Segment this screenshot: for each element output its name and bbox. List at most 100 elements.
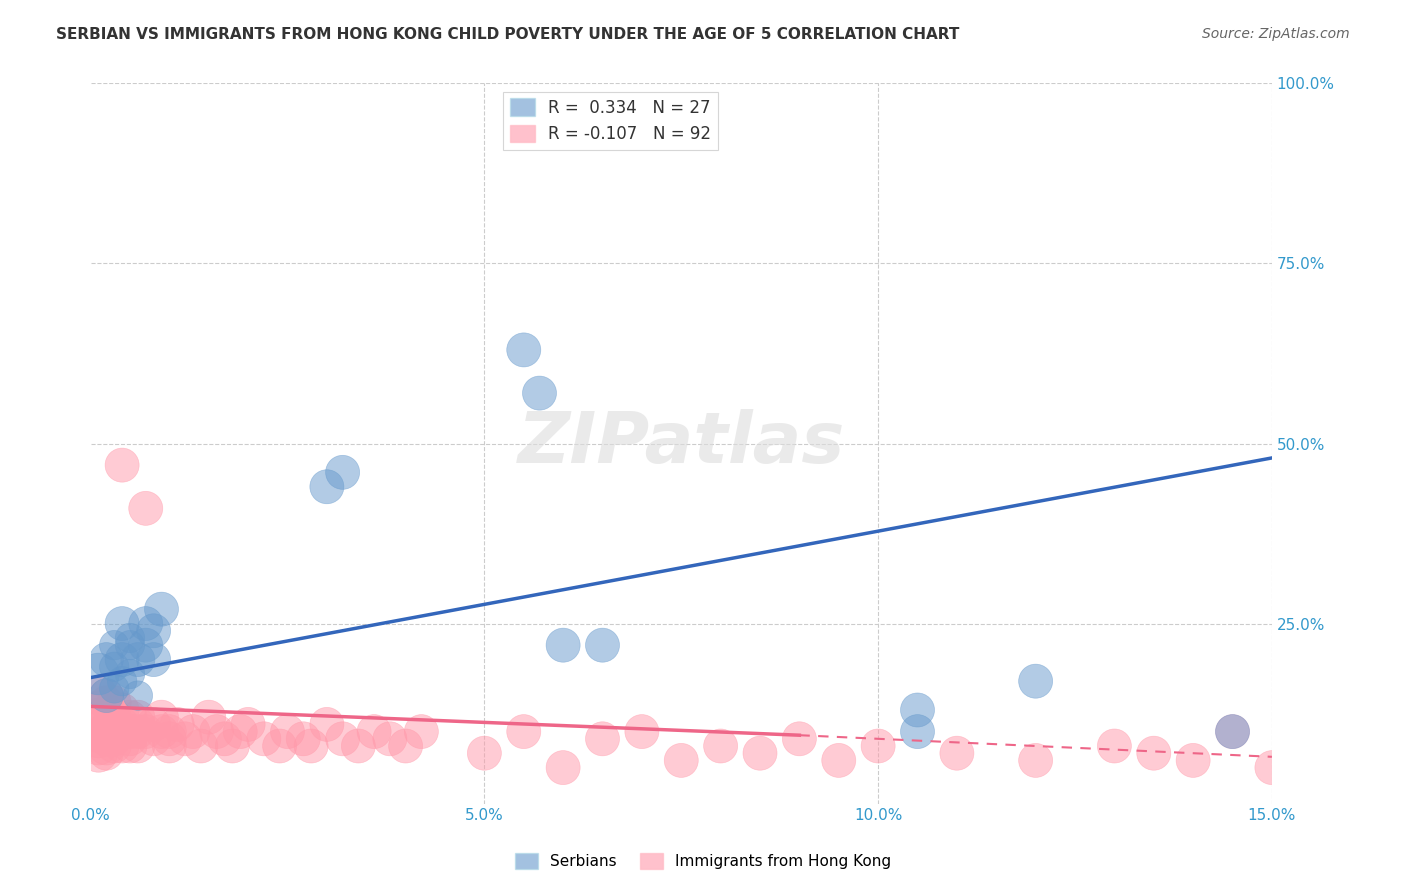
Point — [671, 753, 693, 767]
Point — [157, 724, 180, 739]
Point — [828, 753, 851, 767]
Point — [157, 731, 180, 746]
Point — [87, 731, 110, 746]
Point — [118, 731, 141, 746]
Point — [221, 739, 243, 753]
Point — [276, 724, 298, 739]
Point — [513, 343, 536, 357]
Point — [96, 739, 118, 753]
Point — [1182, 753, 1205, 767]
Point — [127, 689, 149, 703]
Point — [118, 631, 141, 645]
Point — [789, 731, 811, 746]
Point — [111, 703, 134, 717]
Point — [1104, 739, 1126, 753]
Point — [553, 761, 575, 775]
Point — [1025, 753, 1047, 767]
Point — [292, 731, 315, 746]
Point — [103, 724, 125, 739]
Point — [142, 731, 165, 746]
Text: Source: ZipAtlas.com: Source: ZipAtlas.com — [1202, 27, 1350, 41]
Point — [135, 616, 157, 631]
Point — [157, 739, 180, 753]
Point — [150, 724, 173, 739]
Point — [142, 624, 165, 638]
Point — [96, 710, 118, 724]
Point — [332, 466, 354, 480]
Point — [111, 616, 134, 631]
Point — [205, 724, 228, 739]
Point — [111, 724, 134, 739]
Point — [87, 703, 110, 717]
Point — [1222, 724, 1244, 739]
Point — [87, 724, 110, 739]
Point — [103, 681, 125, 696]
Point — [103, 739, 125, 753]
Point — [87, 667, 110, 681]
Point — [118, 710, 141, 724]
Point — [111, 458, 134, 472]
Point — [214, 731, 236, 746]
Point — [166, 717, 188, 731]
Point — [103, 710, 125, 724]
Point — [103, 660, 125, 674]
Point — [142, 652, 165, 666]
Point — [150, 710, 173, 724]
Point — [150, 602, 173, 616]
Point — [142, 717, 165, 731]
Point — [1222, 724, 1244, 739]
Point — [394, 739, 416, 753]
Point — [118, 638, 141, 652]
Point — [378, 731, 401, 746]
Point — [96, 746, 118, 760]
Point — [103, 696, 125, 710]
Point — [710, 739, 733, 753]
Point — [315, 717, 337, 731]
Point — [529, 386, 551, 401]
Point — [135, 724, 157, 739]
Point — [269, 739, 291, 753]
Point — [174, 731, 197, 746]
Point — [347, 739, 370, 753]
Point — [135, 638, 157, 652]
Point — [103, 638, 125, 652]
Point — [1025, 674, 1047, 689]
Text: SERBIAN VS IMMIGRANTS FROM HONG KONG CHILD POVERTY UNDER THE AGE OF 5 CORRELATIO: SERBIAN VS IMMIGRANTS FROM HONG KONG CHI… — [56, 27, 960, 42]
Point — [592, 731, 614, 746]
Point — [96, 724, 118, 739]
Point — [127, 717, 149, 731]
Point — [111, 652, 134, 666]
Point — [96, 652, 118, 666]
Point — [96, 696, 118, 710]
Point — [411, 724, 433, 739]
Point — [197, 710, 219, 724]
Point — [118, 667, 141, 681]
Point — [127, 724, 149, 739]
Point — [631, 724, 654, 739]
Point — [1143, 746, 1166, 760]
Point — [111, 739, 134, 753]
Point — [907, 703, 929, 717]
Point — [749, 746, 772, 760]
Point — [127, 739, 149, 753]
Point — [135, 501, 157, 516]
Point — [253, 731, 276, 746]
Point — [907, 724, 929, 739]
Point — [87, 689, 110, 703]
Point — [190, 739, 212, 753]
Point — [332, 731, 354, 746]
Point — [474, 746, 496, 760]
Legend: R =  0.334   N = 27, R = -0.107   N = 92: R = 0.334 N = 27, R = -0.107 N = 92 — [503, 92, 717, 150]
Point — [118, 724, 141, 739]
Point — [87, 739, 110, 753]
Point — [118, 739, 141, 753]
Legend: Serbians, Immigrants from Hong Kong: Serbians, Immigrants from Hong Kong — [509, 847, 897, 875]
Point — [87, 710, 110, 724]
Point — [127, 652, 149, 666]
Point — [946, 746, 969, 760]
Point — [592, 638, 614, 652]
Point — [96, 689, 118, 703]
Point — [96, 689, 118, 703]
Text: ZIPatlas: ZIPatlas — [517, 409, 845, 478]
Point — [868, 739, 890, 753]
